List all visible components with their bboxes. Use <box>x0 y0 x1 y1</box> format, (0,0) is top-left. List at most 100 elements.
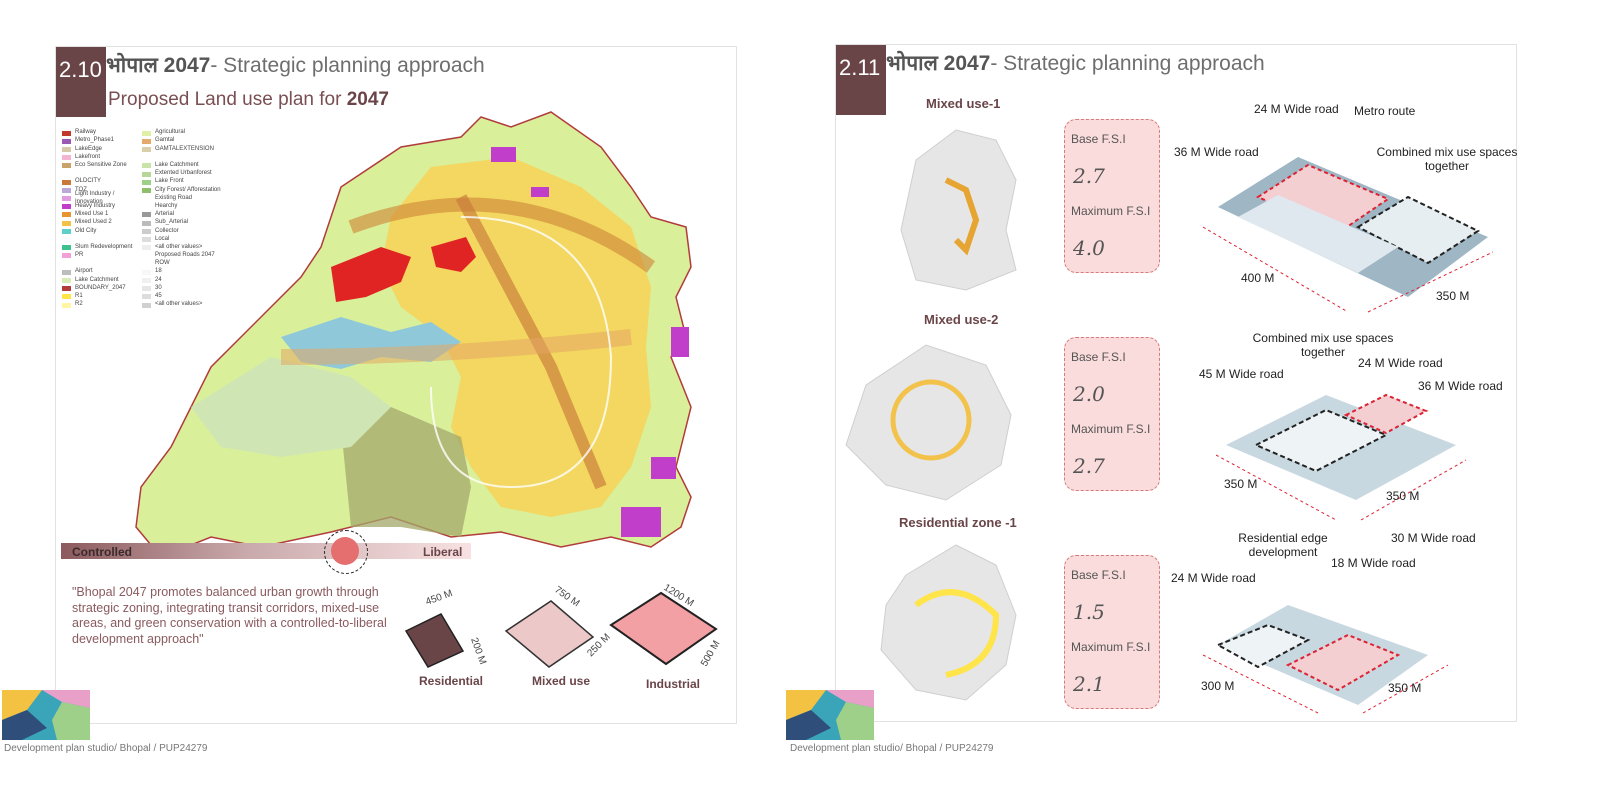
outer-ring-road <box>430 216 613 489</box>
legend-label: Lake Front <box>155 178 184 185</box>
development-scale-bar <box>61 543 471 559</box>
residential-width-label: 200 M <box>468 636 488 666</box>
legend-item: Lake Front <box>142 178 230 186</box>
legend-label: LakeEdge <box>75 145 103 152</box>
title-hindi: भोपाल 2047 <box>886 52 991 75</box>
legend-item: Heavy Industry <box>62 203 140 211</box>
legend-swatch <box>62 212 71 218</box>
scale-label-liberal: Liberal <box>423 545 463 559</box>
legend-swatch <box>62 146 71 152</box>
slide-number: 2.10 <box>59 57 102 82</box>
legend-item: Gamtal <box>142 137 230 145</box>
plot-label-industrial: Industrial <box>646 677 701 691</box>
legend-column-left: Railway Metro_Phase1 LakeEdge Lakefront Eco … <box>62 129 140 309</box>
legend-item: <all other values> <box>142 301 230 309</box>
legend-item: <all other values> <box>142 244 230 252</box>
legend-item <box>62 260 140 268</box>
legend-swatch <box>62 262 71 267</box>
legend-swatch <box>62 138 71 144</box>
legend-label: Light Industry / Innovation <box>75 191 115 205</box>
legend-label: OLDCITY <box>75 178 102 185</box>
legend-label: Old City <box>75 227 97 234</box>
dimension-length: 350 M <box>1224 477 1258 491</box>
legend-item: 18 <box>142 268 230 276</box>
callout-18m-road: 18 M Wide road <box>1331 556 1416 570</box>
legend-swatch <box>62 286 71 292</box>
footer-map-thumbnail <box>786 690 874 740</box>
slide-number-box: 2.10 <box>56 47 106 117</box>
zone-map-mixed-use-1 <box>900 129 1017 291</box>
slide2-footer: Development plan studio/ Bhopal / PUP242… <box>790 743 994 754</box>
legend-swatch <box>142 277 151 283</box>
legend-label: Mixed Use 1 <box>75 211 109 218</box>
legend-label: Airport <box>75 268 93 275</box>
legend-swatch <box>62 179 71 185</box>
legend-swatch <box>142 228 151 234</box>
scale-marker-ring <box>324 530 368 574</box>
slide-title: भोपाल 2047- Strategic planning approach <box>886 49 1265 77</box>
plot-size-diagram: 450 M 200 M 750 M 250 M 1200 M 500 M <box>404 582 722 669</box>
block-plan-mixed-use-1 <box>1202 157 1494 313</box>
land-use-map <box>135 111 692 558</box>
legend-item: Lake Catchment <box>142 162 230 170</box>
legend-item: City Forest/ Afforestation <box>142 186 230 194</box>
zone-label-residential-1: Residential zone -1 <box>899 515 1017 530</box>
block-plan-residential-1 <box>1202 605 1449 714</box>
legend-item: Lakefront <box>62 154 140 162</box>
legend-label: 18 <box>155 268 162 275</box>
lake-front-zone <box>191 357 391 457</box>
legend-item: Collector <box>142 227 230 235</box>
mixed-use-corridor-b <box>455 194 607 490</box>
zone-label-mixed-use-1: Mixed use-1 <box>926 96 1001 111</box>
legend-swatch <box>142 146 151 152</box>
legend-item: Mixed Used 2 <box>62 219 140 227</box>
legend-label: 24 <box>155 276 162 283</box>
zone-label-mixed-use-2: Mixed use-2 <box>924 312 999 327</box>
zone-map-residential-1 <box>880 544 1017 701</box>
legend-swatch <box>142 179 151 185</box>
legend-item: Old City <box>62 227 140 235</box>
legend-item: R1 <box>62 293 140 301</box>
callout-24m-road: 24 M Wide road <box>1358 356 1443 370</box>
residential-length-label: 450 M <box>424 588 454 608</box>
legend-swatch <box>62 228 71 234</box>
legend-item: TOZ <box>62 186 140 194</box>
plot-label-residential: Residential <box>419 674 484 688</box>
legend-label: Proposed Roads 2047 <box>155 252 215 259</box>
slide-title: भोपाल 2047- Strategic planning approach <box>106 51 485 79</box>
callout-24m-road: 24 M Wide road <box>1171 571 1256 585</box>
legend-swatch <box>142 130 151 136</box>
callout-36m-road: 36 M Wide road <box>1174 145 1259 159</box>
legend-label: Local <box>155 235 170 242</box>
slide-fsi-zones: 2.11 भोपाल 2047- Strategic planning appr… <box>835 44 1517 722</box>
slide-number-box: 2.11 <box>836 45 886 115</box>
legend-label: Existing Road <box>155 194 193 201</box>
mixed-use-corridor-c <box>280 329 632 365</box>
legend-swatch <box>62 196 71 202</box>
legend-item: Agricultural <box>142 129 230 137</box>
legend-swatch <box>142 302 151 308</box>
legend-swatch <box>142 187 151 193</box>
base-fsi-value: 1.5 <box>1073 600 1105 624</box>
legend-item: 30 <box>142 285 230 293</box>
scale-marker <box>331 537 359 565</box>
legend-item: LakeEdge <box>62 145 140 153</box>
industry-patch-2 <box>671 327 689 357</box>
plot-label-mixed-use: Mixed use <box>532 674 591 688</box>
legend-swatch <box>62 245 71 251</box>
legend-item: Railway <box>62 129 140 137</box>
legend-swatch <box>62 163 71 169</box>
fsi-card-mixed-use-1: Base F.S.I 2.7 Maximum F.S.I 4.0 <box>1064 119 1160 273</box>
industrial-plot <box>609 591 718 666</box>
legend-swatch <box>142 212 151 218</box>
legend-swatch <box>62 269 71 275</box>
legend-label: Extented Urbanforest <box>155 170 212 177</box>
residential-plot <box>404 613 465 668</box>
legend-item: Sub_Arterial <box>142 219 230 227</box>
legend-label: City Forest/ Afforestation <box>155 186 221 193</box>
legend-swatch <box>62 294 71 300</box>
legend-item: Slum Redevelopment <box>62 244 140 252</box>
dimension-length: 400 M <box>1241 271 1275 285</box>
legend-swatch <box>142 286 151 292</box>
callout-combined-mix-use: Combined mix use spaces together <box>1376 145 1518 173</box>
